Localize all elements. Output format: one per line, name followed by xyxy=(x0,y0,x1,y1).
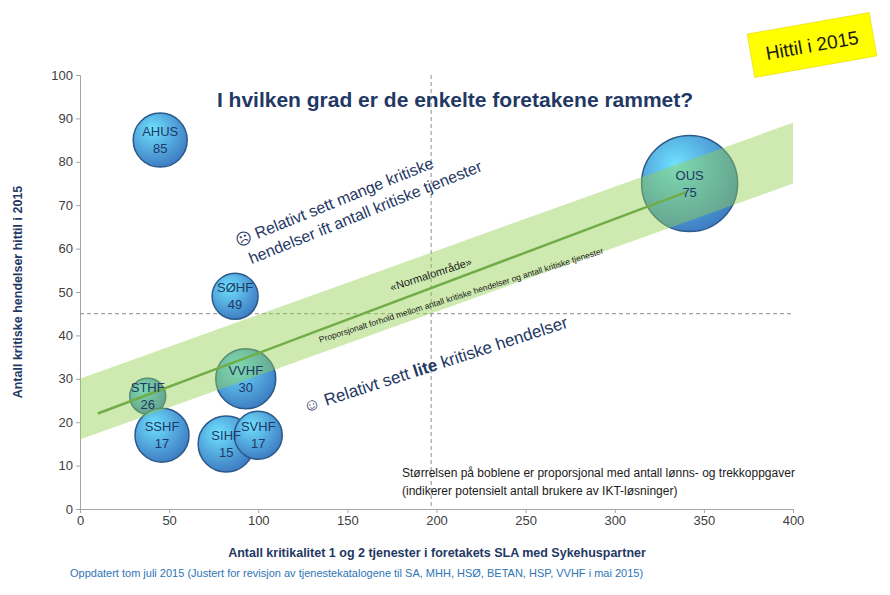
size-note-line: Størrelsen på boblene er proporsjonal me… xyxy=(402,466,795,480)
tick-mark xyxy=(76,118,80,119)
bubble-name: STHF xyxy=(131,380,165,395)
tick-mark xyxy=(76,509,80,510)
marks xyxy=(80,113,793,472)
tick-mark xyxy=(76,292,80,293)
annotation-part: kritiske hendelser xyxy=(434,313,570,374)
tick-label: 30 xyxy=(59,371,73,386)
data-label: 85 xyxy=(153,141,167,156)
tick: 50 xyxy=(59,285,80,300)
x-axis-title: Antall kritikalitet 1 og 2 tjenester i f… xyxy=(228,546,646,560)
tick: 100 xyxy=(248,509,270,528)
bubble xyxy=(234,411,282,459)
bubble-name: OUS xyxy=(676,168,705,183)
annotation-part: ☺ Relativt sett xyxy=(301,363,417,417)
tick-mark xyxy=(76,249,80,250)
size-note: Størrelsen på boblene er proporsjonal me… xyxy=(402,466,795,498)
bubble-labels: AHUS 85 OUS 75 SØHF 49 VVHF 30 STHF 26 SSHF 17 SIHF 1… xyxy=(131,124,704,460)
tick-mark xyxy=(76,466,80,467)
y-axis-title: Antall kritiske hendelser hittil i 2015 xyxy=(11,186,25,399)
bubble-name: SSHF xyxy=(145,419,180,434)
annotation-line: hendelser ift antall kritiske tjenester xyxy=(246,157,485,267)
tick: 0 xyxy=(66,502,80,517)
size-note-line: (indikerer potensielt antall brukere av … xyxy=(402,484,677,498)
tick: 60 xyxy=(59,241,80,256)
annotation-many: ☹ Relativt sett mange kritiskehendelser … xyxy=(233,138,485,269)
tick-label: 100 xyxy=(248,513,270,528)
tick-label: 250 xyxy=(515,513,537,528)
tick: 250 xyxy=(515,509,537,528)
badge: Hittil i 2015 xyxy=(747,13,877,78)
tick-label: 50 xyxy=(162,513,176,528)
bubble-name: SVHF xyxy=(241,419,276,434)
annotation-few: ☺ Relativt sett lite kritiske hendelser xyxy=(301,313,571,417)
tick: 300 xyxy=(604,509,626,528)
tick: 40 xyxy=(59,328,80,343)
tick-label: 150 xyxy=(337,513,359,528)
x-axis: 0 50 100 150 200 250 300 350 400 xyxy=(77,509,804,528)
tick-mark xyxy=(76,335,80,336)
tick-mark xyxy=(76,162,80,163)
tick: 30 xyxy=(59,371,80,386)
tick-label: 40 xyxy=(59,328,73,343)
tick-label: 80 xyxy=(59,154,73,169)
tick-label: 60 xyxy=(59,241,73,256)
tick-label: 0 xyxy=(66,502,73,517)
tick-label: 350 xyxy=(694,513,716,528)
tick-mark xyxy=(76,379,80,380)
bubble-name: SØHF xyxy=(217,280,253,295)
tick-label: 70 xyxy=(59,198,73,213)
data-label: 49 xyxy=(228,297,242,312)
tick-label: 10 xyxy=(59,458,73,473)
tick: 90 xyxy=(59,111,80,126)
tick-label: 90 xyxy=(59,111,73,126)
data-label: 30 xyxy=(239,380,253,395)
data-label: 26 xyxy=(141,397,155,412)
data-label: 15 xyxy=(219,445,233,460)
data-label: 75 xyxy=(682,185,696,200)
badge-text: Hittil i 2015 xyxy=(764,27,860,64)
plot-area: 0 50 100 150 200 250 300 350 400 0 10 20 30 40 50 60 70 8… xyxy=(51,68,804,529)
data-label: 17 xyxy=(155,436,169,451)
tick-label: 0 xyxy=(77,513,84,528)
annotation-normal: «Normalområde» xyxy=(388,255,473,293)
data-label: 17 xyxy=(251,436,265,451)
axis-line xyxy=(76,76,81,510)
tick-label: 20 xyxy=(59,415,73,430)
normal-band xyxy=(80,123,793,440)
bubble-name: AHUS xyxy=(142,124,178,139)
tick: 10 xyxy=(59,458,80,473)
reference-line-y xyxy=(80,313,793,314)
tick: 150 xyxy=(337,509,359,528)
tick: 350 xyxy=(694,509,716,528)
tick: 0 xyxy=(77,509,84,528)
tick-label: 50 xyxy=(59,285,73,300)
tick-label: 100 xyxy=(51,68,73,83)
tick: 20 xyxy=(59,415,80,430)
tick-mark xyxy=(76,422,80,423)
tick-mark xyxy=(76,205,80,206)
chart: 0 50 100 150 200 250 300 350 400 0 10 20 30 40 50 60 70 8… xyxy=(0,0,890,595)
tick: 80 xyxy=(59,154,80,169)
reference-lines xyxy=(80,75,793,509)
tick-label: 300 xyxy=(604,513,626,528)
tick-label: 200 xyxy=(426,513,448,528)
badge-box xyxy=(747,13,877,78)
tick: 200 xyxy=(426,509,448,528)
footnote: Oppdatert tom juli 2015 (Justert for rev… xyxy=(70,567,643,579)
bubble-name: SIHF xyxy=(211,428,241,443)
tick: 100 xyxy=(51,68,80,83)
tick: 400 xyxy=(783,509,805,528)
title: I hvilken grad er de enkelte foretakene … xyxy=(217,88,693,111)
tick-mark xyxy=(76,75,80,76)
y-axis: 0 10 20 30 40 50 60 70 80 90 100 xyxy=(51,68,80,517)
bubble xyxy=(212,273,258,319)
bubble xyxy=(133,113,187,167)
bubble-name: VVHF xyxy=(228,363,263,378)
tick: 50 xyxy=(162,509,176,528)
tick-label: 400 xyxy=(783,513,805,528)
tick: 70 xyxy=(59,198,80,213)
